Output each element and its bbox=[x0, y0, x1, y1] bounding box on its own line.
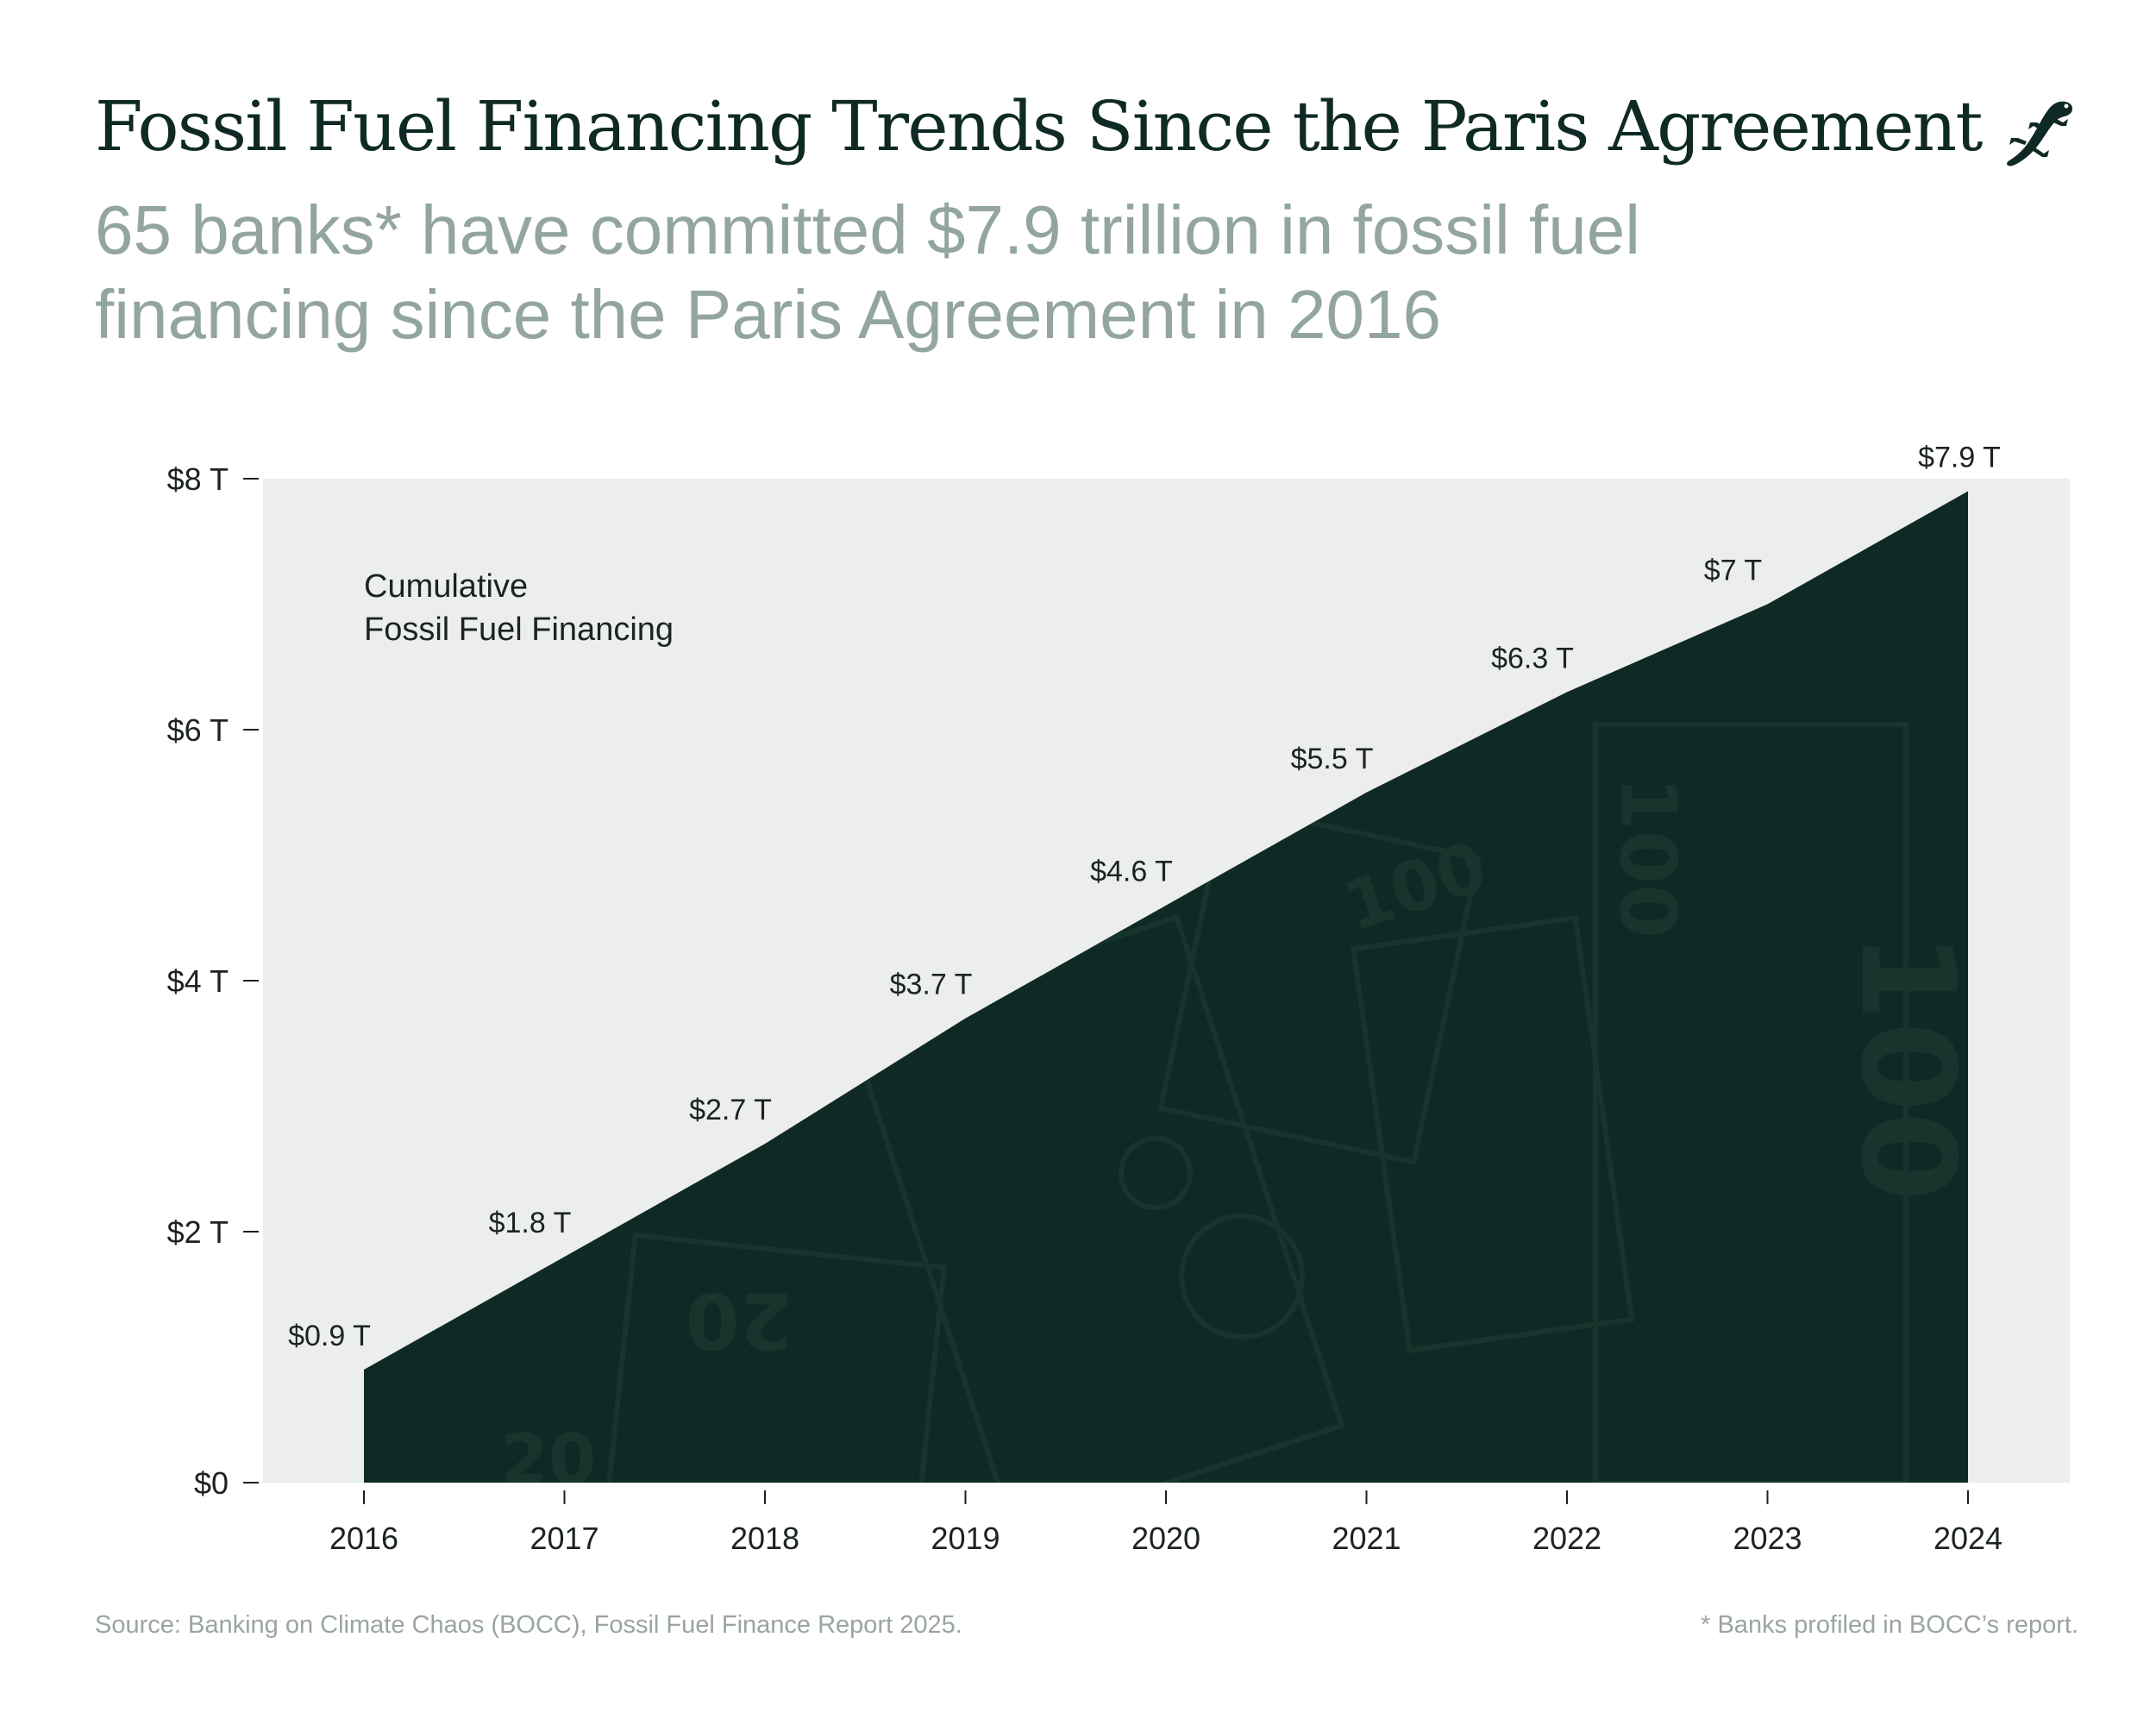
source-note: Source: Banking on Climate Chaos (BOCC),… bbox=[95, 1611, 962, 1639]
y-tick-label: $6 T bbox=[167, 712, 229, 748]
data-label: $3.7 T bbox=[890, 969, 973, 1001]
x-tick-label: 2024 bbox=[1934, 1521, 2002, 1556]
data-label: $4.6 T bbox=[1090, 856, 1173, 888]
x-tick-label: 2022 bbox=[1532, 1521, 1601, 1556]
x-tick-label: 2019 bbox=[931, 1521, 1000, 1556]
y-tick-label: $0 bbox=[194, 1465, 229, 1501]
gecko-icon bbox=[2007, 101, 2073, 166]
data-label: $5.5 T bbox=[1291, 743, 1374, 775]
series-annotation: Cumulative Fossil Fuel Financing bbox=[364, 568, 674, 648]
data-label: $0.9 T bbox=[288, 1320, 371, 1352]
svg-text:100: 100 bbox=[1832, 932, 1982, 1201]
y-axis: $0 $2 T $4 T $6 T $8 T bbox=[167, 461, 259, 1501]
annotation-line-2: Fossil Fuel Financing bbox=[364, 612, 674, 648]
y-tick-label: $4 T bbox=[167, 963, 229, 999]
x-axis: 2016 2017 2018 2019 2020 2021 2022 2023 2024 bbox=[329, 1490, 2002, 1556]
y-tick-label: $2 T bbox=[167, 1214, 229, 1250]
data-label: $7 T bbox=[1704, 555, 1762, 587]
area-chart: 100 100 100 20 20 $0$2 T$4 T$6 T$8 T 201… bbox=[167, 442, 2070, 1556]
footnote: * Banks profiled in BOCC’s report. bbox=[1701, 1611, 2078, 1639]
x-tick-label: 2020 bbox=[1131, 1521, 1200, 1556]
svg-text:20: 20 bbox=[500, 1420, 596, 1500]
svg-text:20: 20 bbox=[686, 1275, 793, 1365]
data-label: $7.9 T bbox=[1918, 442, 2001, 474]
x-tick-label: 2018 bbox=[730, 1521, 799, 1556]
data-labels: $0.9 T $1.8 T $2.7 T $3.7 T $4.6 T $5.5 T $6.3… bbox=[288, 442, 2001, 1353]
x-tick-label: 2021 bbox=[1332, 1521, 1401, 1556]
svg-text:100: 100 bbox=[1602, 776, 1693, 938]
x-tick-label: 2023 bbox=[1733, 1521, 1802, 1556]
area-series bbox=[364, 491, 1968, 1483]
chart-title: Fossil Fuel Financing Trends Since the P… bbox=[95, 86, 1984, 166]
y-tick-label: $8 T bbox=[167, 461, 229, 497]
x-tick-label: 2017 bbox=[530, 1521, 599, 1556]
chart-subtitle: 65 banks* have committed $7.9 trillion i… bbox=[95, 191, 1641, 353]
annotation-line-1: Cumulative bbox=[364, 568, 528, 605]
data-label: $2.7 T bbox=[689, 1094, 772, 1126]
data-label: $6.3 T bbox=[1491, 642, 1574, 674]
x-tick-label: 2016 bbox=[329, 1521, 398, 1556]
data-label: $1.8 T bbox=[489, 1207, 572, 1239]
